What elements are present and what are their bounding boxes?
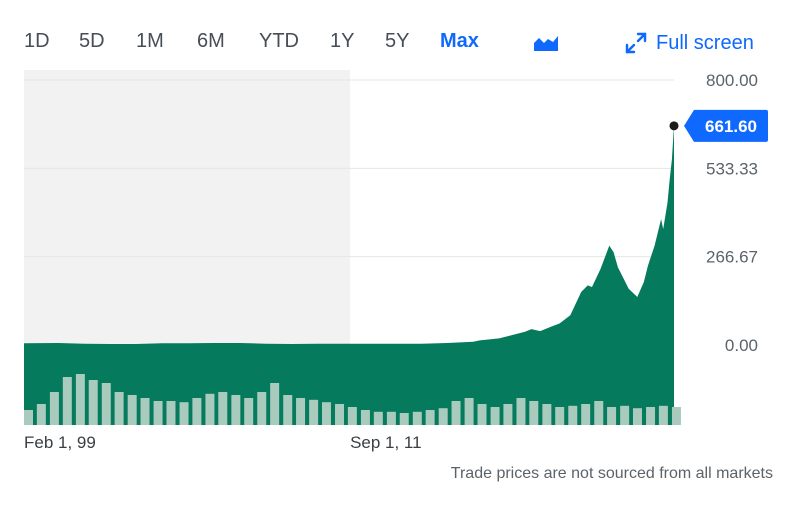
volume-bar	[205, 393, 215, 425]
volume-bar	[425, 410, 435, 425]
volume-bar	[218, 392, 228, 425]
range-toolbar: 1D 5D 1M 6M YTD 1Y 5Y Max Full screen	[0, 0, 800, 80]
volume-bar	[335, 404, 345, 425]
volume-bar	[581, 404, 591, 425]
range-1m-button[interactable]: 1M	[136, 30, 164, 52]
volume-bar	[127, 395, 137, 425]
volume-bar	[62, 377, 72, 425]
volume-bar	[179, 402, 189, 425]
volume-bar	[140, 398, 150, 425]
fullscreen-button[interactable]: Full screen	[624, 30, 754, 56]
volume-bar	[632, 408, 642, 425]
volume-bar	[166, 401, 176, 425]
volume-bar	[192, 398, 202, 425]
volume-bar	[555, 407, 565, 425]
volume-bar	[360, 410, 370, 425]
last-price-label: 661.60	[705, 117, 757, 136]
volume-bar	[490, 407, 500, 425]
price-area	[24, 125, 674, 426]
volume-bar	[568, 405, 578, 425]
volume-bar	[257, 392, 267, 425]
fullscreen-label: Full screen	[656, 31, 754, 54]
volume-bar	[244, 398, 254, 425]
volume-bar	[231, 395, 241, 425]
volume-bar	[399, 413, 409, 425]
volume-bar	[594, 401, 604, 425]
volume-bar	[321, 402, 331, 425]
y-tick-label: 800.00	[706, 71, 758, 90]
y-axis: 800.00 533.33 266.67 0.00	[706, 71, 758, 355]
volume-bar	[464, 398, 474, 425]
x-tick-label: Feb 1, 99	[24, 433, 96, 452]
last-price-dot	[669, 121, 679, 131]
volume-bar	[296, 398, 306, 425]
range-5d-button[interactable]: 5D	[79, 30, 105, 52]
last-price-marker: 661.60	[669, 109, 768, 142]
footnote: Trade prices are not sourced from all ma…	[450, 465, 773, 482]
range-ytd-button[interactable]: YTD	[259, 30, 299, 52]
expand-arrows-icon	[625, 32, 647, 54]
range-max-button[interactable]: Max	[440, 30, 479, 52]
volume-bar	[114, 392, 124, 425]
volume-bar	[658, 405, 668, 425]
range-1y-button[interactable]: 1Y	[330, 30, 355, 52]
volume-bar	[620, 405, 630, 425]
volume-bar	[477, 404, 487, 425]
volume-bar	[270, 383, 280, 425]
volume-bar	[24, 410, 33, 425]
volume-bar	[101, 383, 111, 425]
volume-bar	[607, 407, 617, 425]
x-tick-label: Sep 1, 11	[350, 433, 422, 452]
range-1d-button[interactable]: 1D	[24, 30, 50, 52]
range-6m-button[interactable]: 6M	[197, 30, 225, 52]
volume-bar	[283, 395, 293, 425]
volume-bar	[309, 399, 319, 425]
mountain-chart-icon[interactable]	[533, 34, 559, 52]
volume-bar	[386, 411, 396, 425]
volume-bar	[438, 408, 448, 425]
y-tick-label: 0.00	[725, 336, 758, 355]
volume-bar	[542, 404, 552, 425]
price-chart[interactable]: 800.00 533.33 266.67 0.00 Feb 1, 99 Sep 1, 1…	[0, 0, 800, 460]
volume-bar	[503, 404, 513, 425]
volume-bar	[347, 407, 357, 425]
volume-bar	[373, 411, 383, 425]
volume-bar	[451, 401, 461, 425]
volume-bar	[412, 411, 422, 425]
volume-bar	[671, 407, 681, 425]
y-tick-label: 533.33	[706, 159, 758, 178]
last-price-badge	[684, 109, 768, 142]
volume-bar	[153, 401, 163, 425]
x-axis: Feb 1, 99 Sep 1, 11	[24, 433, 422, 452]
y-tick-label: 266.67	[706, 248, 758, 267]
volume-bar	[516, 398, 526, 425]
range-5y-button[interactable]: 5Y	[385, 30, 410, 52]
volume-bar	[49, 392, 59, 425]
volume-bar	[75, 374, 85, 425]
volume-bar	[36, 404, 46, 425]
volume-bar	[88, 380, 98, 425]
volume-bars	[24, 374, 681, 425]
volume-bar	[646, 407, 656, 425]
volume-bar	[529, 401, 539, 425]
